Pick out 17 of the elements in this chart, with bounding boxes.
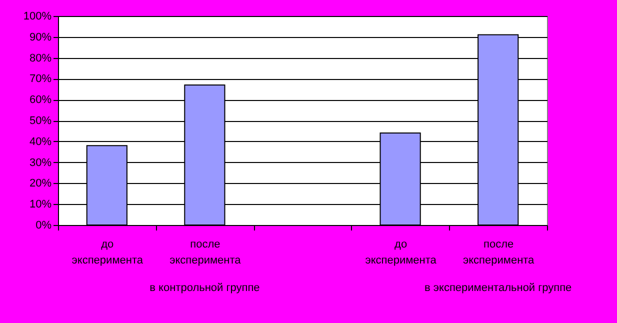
y-tick-label: 40% (29, 136, 52, 148)
y-tick-label: 0% (36, 220, 52, 232)
y-tick-label: 100% (23, 10, 52, 22)
y-tick-label: 90% (29, 31, 52, 44)
y-tick-label: 70% (29, 73, 52, 86)
x-tick-label: после эксперимента (170, 238, 242, 266)
y-tick-label: 20% (29, 178, 52, 190)
x-tick-label: до эксперимента (365, 238, 438, 266)
y-tick-label: 60% (29, 94, 52, 106)
y-tick-label: 80% (29, 52, 52, 64)
text: в контрольной группе (150, 282, 260, 294)
y-tick-label: 10% (29, 198, 52, 211)
x-tick-label: до эксперимента (72, 238, 144, 266)
y-tick-label: 30% (29, 156, 52, 169)
x-tick-label: после эксперимента (463, 238, 536, 266)
y-tick-label: 50% (29, 115, 52, 127)
text: в экспериментальной группе (424, 282, 572, 294)
